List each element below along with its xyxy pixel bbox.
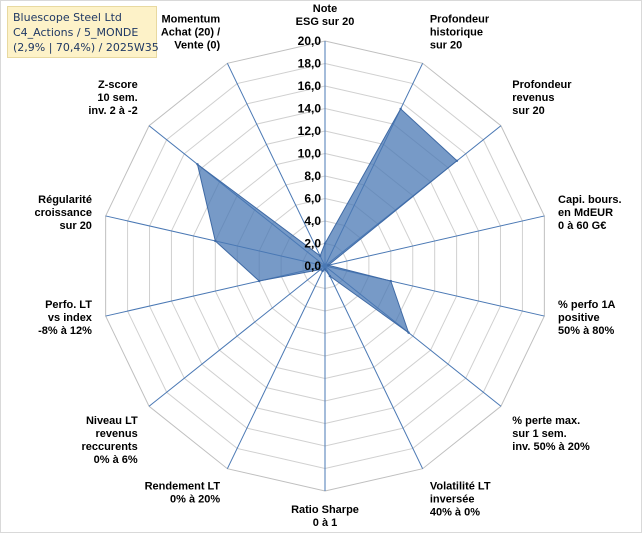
info-stats: (2,9% | 70,4%) / 2025W35 xyxy=(13,41,159,54)
axis-label: Capi. bours. en MdEUR 0 à 60 G€ xyxy=(558,194,622,232)
tick-label: 4,0 xyxy=(304,214,321,228)
tick-label: 14,0 xyxy=(298,102,322,116)
data-point xyxy=(318,254,322,258)
data-point xyxy=(321,269,324,273)
axis-label: Z-score 10 sem. inv. 2 à -2 xyxy=(88,79,137,117)
axis-label: % perte max. sur 1 sem. inv. 50% à 20% xyxy=(512,415,590,453)
info-title: Bluescope Steel Ltd xyxy=(13,11,122,24)
data-point xyxy=(323,242,327,245)
data-point xyxy=(319,268,322,271)
tick-label: 8,0 xyxy=(304,169,321,183)
axis-label: % perfo 1A positive 50% à 80% xyxy=(558,299,616,337)
data-point xyxy=(399,107,402,111)
series-area xyxy=(196,108,458,334)
data-point xyxy=(257,279,261,283)
data-point xyxy=(214,239,217,243)
axis-label: Rendement LT 0% à 20% xyxy=(145,481,221,506)
axis-spoke xyxy=(324,215,545,267)
tick-label: 18,0 xyxy=(298,57,322,71)
axis-label: Volatilité LT inversée 40% à 0% xyxy=(430,481,491,519)
tick-label: 20,0 xyxy=(298,34,322,48)
tick-label: 16,0 xyxy=(298,79,322,93)
axis-label: Note ESG sur 20 xyxy=(296,3,355,28)
axis-label: Ratio Sharpe 0 à 1 xyxy=(291,504,359,529)
axis-spoke xyxy=(226,265,326,469)
axis-label: Momentum Achat (20) / Vente (0) xyxy=(161,13,221,51)
data-point xyxy=(327,264,330,267)
axis-label: Profondeur historique sur 20 xyxy=(430,13,490,51)
data-point xyxy=(455,159,459,162)
tick-label: 6,0 xyxy=(304,192,321,206)
axis-label: Régularité croissance sur 20 xyxy=(34,194,91,232)
data-point xyxy=(407,331,410,334)
data-point xyxy=(196,163,199,166)
tick-label: 12,0 xyxy=(298,124,322,138)
data-point xyxy=(389,279,393,283)
axis-spoke xyxy=(324,265,424,469)
axis-label: Perfo. LT vs index -8% à 12% xyxy=(38,299,93,337)
info-category: C4_Actions / 5_MONDE xyxy=(13,26,139,39)
tick-label: 0,0 xyxy=(304,259,321,273)
axis-label: Niveau LT revenus reccurents 0% à 6% xyxy=(81,415,138,466)
data-point xyxy=(328,274,332,278)
tick-label: 10,0 xyxy=(298,147,322,161)
axis-spoke xyxy=(226,63,326,267)
axis-label: Profondeur revenus sur 20 xyxy=(512,79,572,117)
data-point xyxy=(323,268,327,271)
info-box: Bluescope Steel Ltd C4_Actions / 5_MONDE… xyxy=(7,6,159,58)
tick-label: 2,0 xyxy=(304,237,321,251)
axis-spoke xyxy=(148,265,326,407)
